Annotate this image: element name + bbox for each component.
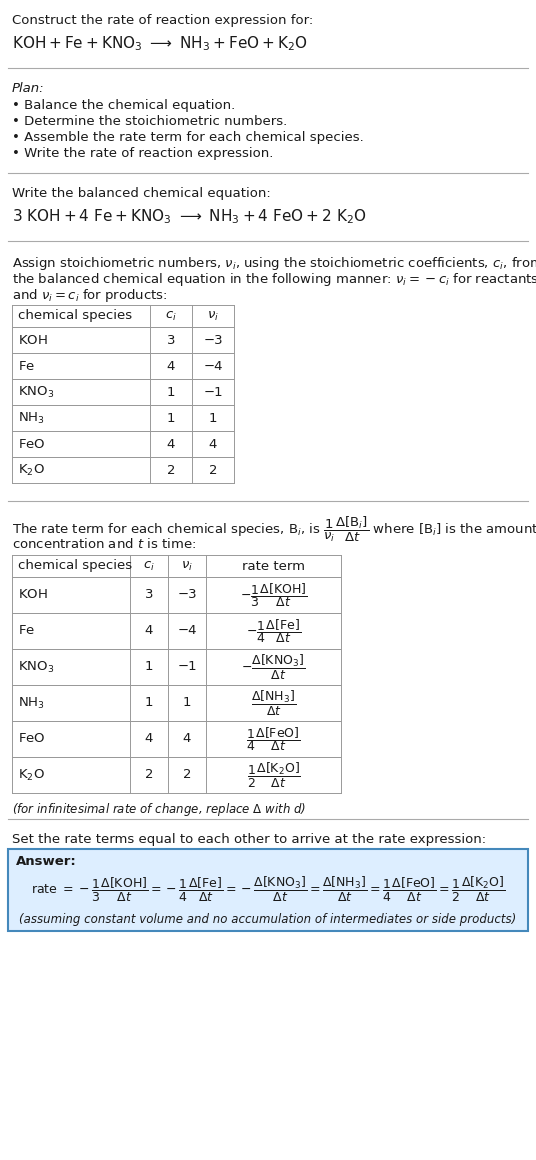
Text: $\dfrac{1}{2}\dfrac{\Delta[\mathrm{K_2O}]}{\Delta t}$: $\dfrac{1}{2}\dfrac{\Delta[\mathrm{K_2O}… [247, 761, 301, 790]
Text: 4: 4 [167, 437, 175, 450]
Text: −4: −4 [177, 624, 197, 638]
Text: chemical species: chemical species [18, 559, 132, 573]
Text: 2: 2 [183, 768, 191, 782]
Text: $\dfrac{\Delta[\mathrm{NH_3}]}{\Delta t}$: $\dfrac{\Delta[\mathrm{NH_3}]}{\Delta t}… [251, 689, 296, 718]
Text: $\mathrm{NH_3}$: $\mathrm{NH_3}$ [18, 411, 45, 426]
Text: • Write the rate of reaction expression.: • Write the rate of reaction expression. [12, 147, 273, 160]
Text: $\mathrm{NH_3}$: $\mathrm{NH_3}$ [18, 696, 45, 711]
Text: $\mathrm{K_2O}$: $\mathrm{K_2O}$ [18, 768, 45, 783]
Text: 1: 1 [145, 696, 153, 710]
Text: 2: 2 [145, 768, 153, 782]
Text: 4: 4 [183, 732, 191, 746]
Text: $\mathrm{KNO_3}$: $\mathrm{KNO_3}$ [18, 659, 54, 675]
Text: $-\dfrac{1}{3}\dfrac{\Delta[\mathrm{KOH}]}{\Delta t}$: $-\dfrac{1}{3}\dfrac{\Delta[\mathrm{KOH}… [240, 581, 307, 609]
Text: 3: 3 [145, 588, 153, 602]
FancyBboxPatch shape [8, 849, 528, 931]
Text: chemical species: chemical species [18, 310, 132, 322]
Text: 4: 4 [145, 624, 153, 638]
Text: 3: 3 [167, 334, 175, 347]
Text: 1: 1 [167, 412, 175, 425]
Text: $-\dfrac{1}{4}\dfrac{\Delta[\mathrm{Fe}]}{\Delta t}$: $-\dfrac{1}{4}\dfrac{\Delta[\mathrm{Fe}]… [246, 617, 301, 645]
Text: 4: 4 [209, 437, 217, 450]
Text: (for infinitesimal rate of change, replace $\Delta$ with $d$): (for infinitesimal rate of change, repla… [12, 802, 306, 818]
Text: $\dfrac{1}{4}\dfrac{\Delta[\mathrm{FeO}]}{\Delta t}$: $\dfrac{1}{4}\dfrac{\Delta[\mathrm{FeO}]… [246, 725, 301, 753]
Text: the balanced chemical equation in the following manner: $\nu_i = -c_i$ for react: the balanced chemical equation in the fo… [12, 271, 536, 288]
Text: −4: −4 [203, 360, 223, 372]
Text: $\mathrm{Fe}$: $\mathrm{Fe}$ [18, 360, 35, 372]
Text: $\mathrm{K_2O}$: $\mathrm{K_2O}$ [18, 463, 45, 478]
Text: $\nu_i$: $\nu_i$ [207, 310, 219, 322]
Text: 1: 1 [167, 385, 175, 399]
Text: $-\dfrac{\Delta[\mathrm{KNO_3}]}{\Delta t}$: $-\dfrac{\Delta[\mathrm{KNO_3}]}{\Delta … [241, 652, 306, 682]
Text: 4: 4 [145, 732, 153, 746]
Text: −3: −3 [177, 588, 197, 602]
Text: $\mathrm{Fe}$: $\mathrm{Fe}$ [18, 624, 35, 638]
Text: rate $= -\dfrac{1}{3}\dfrac{\Delta[\mathrm{KOH}]}{\Delta t} = -\dfrac{1}{4}\dfra: rate $= -\dfrac{1}{3}\dfrac{\Delta[\math… [31, 875, 505, 904]
Text: Plan:: Plan: [12, 82, 44, 95]
Text: Construct the rate of reaction expression for:: Construct the rate of reaction expressio… [12, 14, 313, 27]
Text: −3: −3 [203, 334, 223, 347]
Text: and $\nu_i = c_i$ for products:: and $\nu_i = c_i$ for products: [12, 287, 168, 304]
Text: Answer:: Answer: [16, 855, 77, 868]
Text: $c_i$: $c_i$ [143, 559, 155, 573]
Text: $\mathrm{KOH}$: $\mathrm{KOH}$ [18, 588, 48, 602]
Text: • Balance the chemical equation.: • Balance the chemical equation. [12, 99, 235, 113]
Text: $\mathrm{KOH + Fe + KNO_3 \ \longrightarrow \ NH_3 + FeO + K_2O}$: $\mathrm{KOH + Fe + KNO_3 \ \longrightar… [12, 34, 308, 52]
Text: Write the balanced chemical equation:: Write the balanced chemical equation: [12, 187, 271, 200]
Text: 4: 4 [167, 360, 175, 372]
Text: • Assemble the rate term for each chemical species.: • Assemble the rate term for each chemic… [12, 131, 364, 144]
Text: $\nu_i$: $\nu_i$ [181, 559, 193, 573]
Text: 2: 2 [209, 464, 217, 477]
Text: The rate term for each chemical species, $\mathrm{B}_i$, is $\dfrac{1}{\nu_i}\df: The rate term for each chemical species,… [12, 515, 536, 544]
Text: 1: 1 [145, 660, 153, 674]
Text: $\mathrm{FeO}$: $\mathrm{FeO}$ [18, 437, 46, 450]
Text: 2: 2 [167, 464, 175, 477]
Text: $c_i$: $c_i$ [165, 310, 177, 322]
Text: Set the rate terms equal to each other to arrive at the rate expression:: Set the rate terms equal to each other t… [12, 833, 486, 846]
Text: $\mathrm{KOH}$: $\mathrm{KOH}$ [18, 334, 48, 347]
Text: Assign stoichiometric numbers, $\nu_i$, using the stoichiometric coefficients, $: Assign stoichiometric numbers, $\nu_i$, … [12, 255, 536, 271]
Text: $\mathrm{FeO}$: $\mathrm{FeO}$ [18, 732, 46, 746]
Text: $\mathrm{3\ KOH + 4\ Fe + KNO_3 \ \longrightarrow \ NH_3 + 4\ FeO + 2\ K_2O}$: $\mathrm{3\ KOH + 4\ Fe + KNO_3 \ \longr… [12, 206, 367, 226]
Text: concentration and $t$ is time:: concentration and $t$ is time: [12, 537, 196, 551]
Text: 1: 1 [209, 412, 217, 425]
Text: • Determine the stoichiometric numbers.: • Determine the stoichiometric numbers. [12, 115, 287, 128]
Text: 1: 1 [183, 696, 191, 710]
Text: (assuming constant volume and no accumulation of intermediates or side products): (assuming constant volume and no accumul… [19, 913, 517, 926]
Text: rate term: rate term [242, 559, 305, 573]
Text: −1: −1 [203, 385, 223, 399]
Text: −1: −1 [177, 660, 197, 674]
Text: $\mathrm{KNO_3}$: $\mathrm{KNO_3}$ [18, 384, 54, 399]
